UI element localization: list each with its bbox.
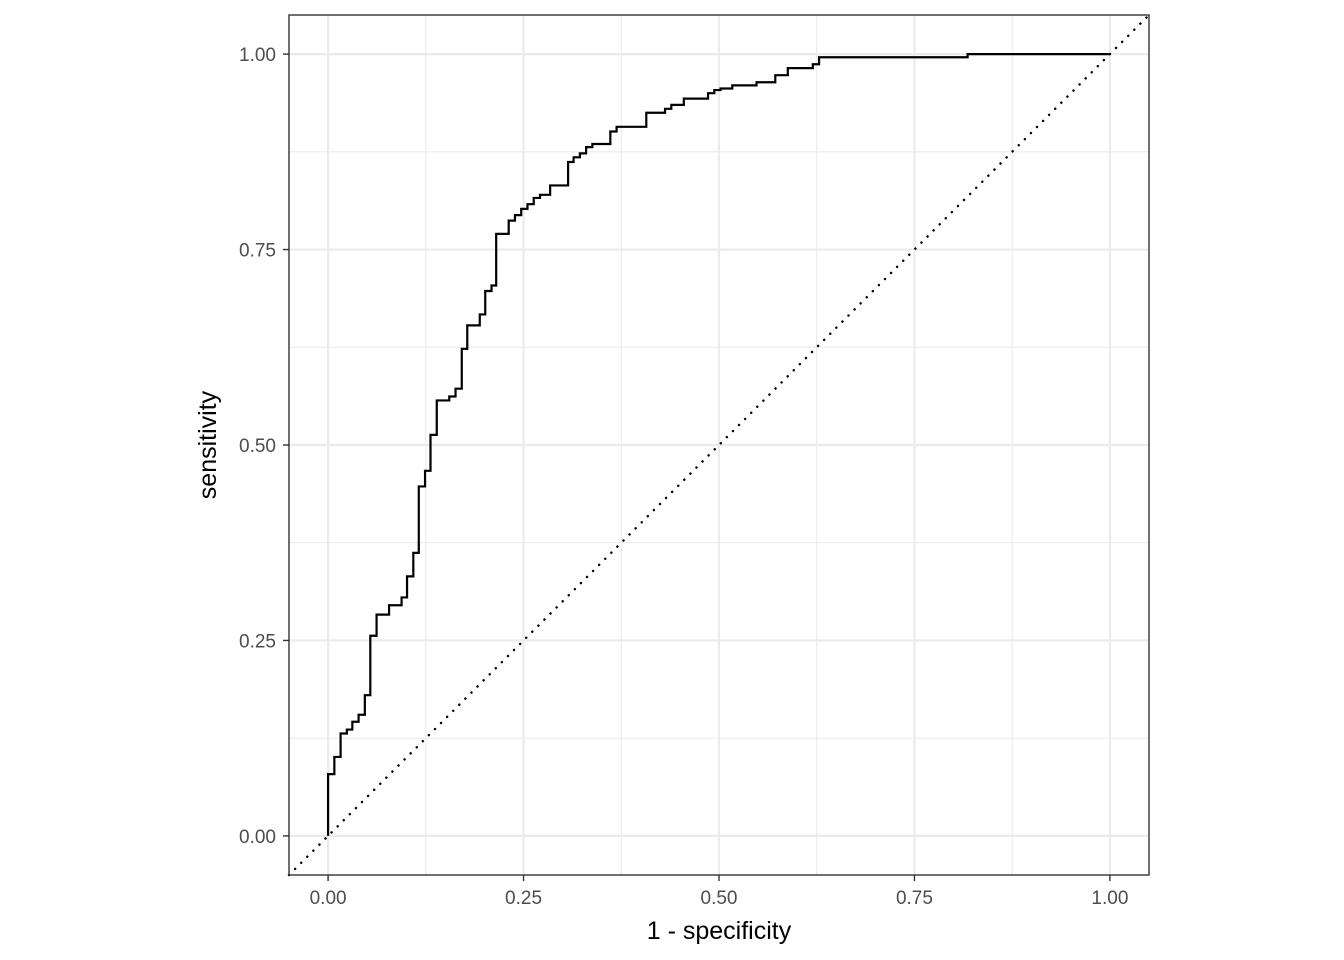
y-tick-label: 0.25: [239, 631, 276, 652]
y-tick-label: 0.00: [239, 827, 276, 848]
x-tick-label: 0.00: [310, 888, 347, 909]
y-axis: 0.00 0.25 0.50 0.75 1.00: [239, 45, 289, 848]
x-axis-title: 1 - specificity: [647, 917, 792, 945]
y-tick-label: 1.00: [239, 45, 276, 66]
x-tick-label: 0.25: [505, 888, 542, 909]
y-tick-label: 0.50: [239, 436, 276, 457]
y-axis-title: sensitivity: [194, 390, 222, 499]
series-layer: [287, 13, 1151, 877]
x-tick-label: 0.75: [896, 888, 933, 909]
major-gridlines: [289, 15, 1149, 875]
roc-curve-line: [326, 52, 1110, 836]
y-tick-label: 0.75: [239, 241, 276, 262]
x-tick-label: 1.00: [1091, 888, 1128, 909]
x-tick-label: 0.50: [701, 888, 738, 909]
x-axis: 0.00 0.25 0.50 0.75 1.00: [310, 875, 1128, 909]
